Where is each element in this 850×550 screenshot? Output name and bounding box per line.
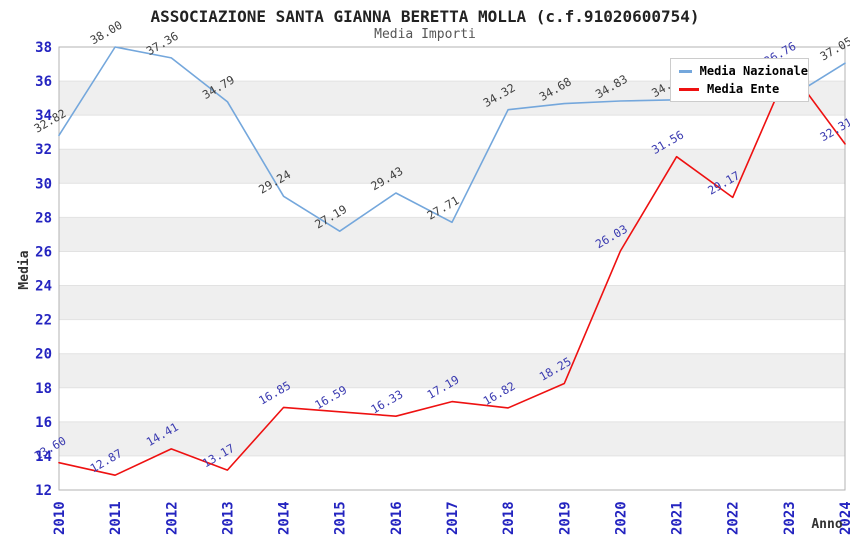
y-tick-label: 18 [35, 381, 52, 397]
plot-bands [59, 81, 845, 456]
y-tick-label: 38 [35, 40, 52, 56]
x-tick-label: 2024 [838, 501, 850, 535]
y-tick-label: 28 [35, 210, 52, 226]
legend-item-media-ente: Media Ente [679, 82, 808, 96]
plot-frame [58, 46, 846, 491]
legend-swatch-line-icon [679, 69, 692, 73]
x-tick-label: 2015 [333, 501, 349, 535]
point-label: 37.36 [144, 29, 181, 58]
y-tick-label: 22 [35, 313, 52, 329]
series-line-media-ente [58, 67, 846, 477]
band [59, 285, 845, 320]
band [59, 353, 845, 388]
x-tick-label: 2016 [389, 501, 405, 535]
y-axis-title: Media [17, 250, 32, 289]
y-tick-label: 14 [35, 449, 52, 465]
y-tick-label: 36 [35, 74, 52, 90]
y-axis-tick-labels: 12 14 16 18 20 22 24 26 28 30 32 34 36 38 [35, 40, 52, 499]
y-tick-label: 34 [35, 108, 52, 124]
x-tick-label: 2018 [501, 501, 517, 535]
x-axis-tick-labels: 2010 2011 2012 2013 2014 2015 2016 2017 2018 2019… [52, 501, 850, 535]
x-tick-label: 2012 [164, 501, 180, 535]
point-label: 38.00 [88, 18, 125, 47]
x-tick-label: 2010 [52, 501, 68, 535]
legend: Media Nazionale Media Ente [670, 58, 809, 102]
legend-item-media-nazionale: Media Nazionale [679, 64, 808, 78]
y-tick-label: 20 [35, 347, 52, 363]
x-tick-label: 2011 [108, 501, 124, 535]
band [59, 149, 845, 184]
x-axis-title: Anno [811, 517, 842, 532]
x-tick-label: 2013 [220, 501, 236, 535]
y-tick-label: 16 [35, 415, 52, 431]
y-tick-label: 12 [35, 483, 52, 499]
y-tick-label: 32 [35, 142, 52, 158]
chart-title: ASSOCIAZIONE SANTA GIANNA BERETTA MOLLA … [150, 7, 700, 26]
legend-label-media-ente: Media Ente [707, 82, 780, 96]
band [59, 421, 845, 456]
x-tick-label: 2019 [557, 501, 573, 535]
point-label: 16.33 [368, 387, 405, 416]
y-tick-label: 30 [35, 176, 52, 192]
x-tick-label: 2017 [445, 501, 461, 535]
legend-swatch-line-icon [679, 87, 699, 91]
chart-subtitle: Media Importi [374, 27, 476, 42]
y-tick-label: 26 [35, 244, 52, 260]
x-tick-label: 2022 [726, 501, 742, 535]
legend-label-media-nazionale: Media Nazionale [699, 64, 808, 78]
x-tick-label: 2021 [670, 501, 686, 535]
x-tick-label: 2014 [277, 501, 293, 535]
y-tick-label: 24 [35, 279, 52, 295]
x-tick-label: 2023 [782, 501, 798, 535]
x-tick-label: 2020 [613, 501, 629, 535]
